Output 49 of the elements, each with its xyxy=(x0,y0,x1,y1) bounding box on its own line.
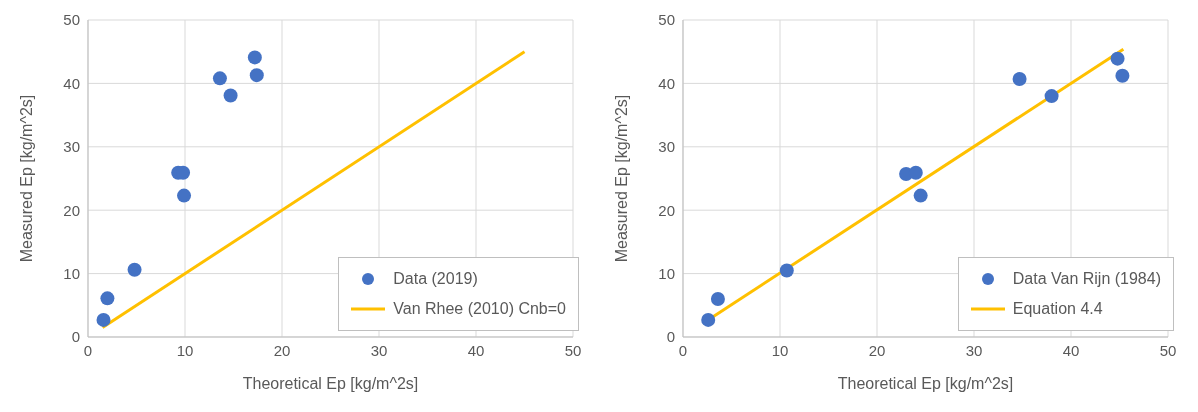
x-tick-label: 30 xyxy=(965,341,983,359)
x-tick-label: 20 xyxy=(868,341,886,359)
y-tick-label: 10 xyxy=(63,264,80,282)
x-tick-label: 50 xyxy=(564,341,582,359)
y-tick-label: 0 xyxy=(666,328,675,346)
x-tick-label: 40 xyxy=(467,341,485,359)
y-tick-label: 50 xyxy=(658,11,675,29)
y-tick-label: 50 xyxy=(63,11,80,29)
x-axis-title: Theoretical Ep [kg/m^2s] xyxy=(837,375,1014,392)
point xyxy=(1110,51,1125,66)
x-tick-label: 20 xyxy=(273,341,291,359)
x-tick-label: 10 xyxy=(176,341,194,359)
legend-label: Equation 4.4 xyxy=(1012,299,1103,319)
x-tick-label: 0 xyxy=(678,341,688,359)
point xyxy=(100,291,115,306)
point xyxy=(127,262,142,277)
point xyxy=(1012,71,1027,86)
legend-label: Van Rhee (2010) Cnb=0 xyxy=(393,299,566,319)
y-tick-label: 10 xyxy=(658,264,675,282)
point xyxy=(212,71,227,86)
y-axis-title: Measured Ep [kg/m^2s] xyxy=(612,94,630,263)
x-axis-title: Theoretical Ep [kg/m^2s] xyxy=(242,375,419,392)
point xyxy=(177,188,192,203)
point xyxy=(247,50,262,65)
y-tick-label: 30 xyxy=(63,138,80,156)
point xyxy=(223,88,238,103)
point xyxy=(779,263,794,278)
x-tick-label: 30 xyxy=(370,341,388,359)
point xyxy=(908,165,923,180)
x-tick-label: 50 xyxy=(1159,341,1177,359)
point xyxy=(96,312,111,327)
point xyxy=(701,312,716,327)
legend-label: Data Van Rijn (1984) xyxy=(1012,269,1161,289)
point xyxy=(1115,68,1130,83)
x-tick-label: 0 xyxy=(83,341,93,359)
y-tick-label: 30 xyxy=(658,138,675,156)
y-axis-title: Measured Ep [kg/m^2s] xyxy=(17,94,35,263)
point xyxy=(710,291,725,306)
x-tick-label: 40 xyxy=(1062,341,1080,359)
legend-label: Data (2019) xyxy=(393,269,478,289)
y-tick-label: 20 xyxy=(658,201,675,219)
y-tick-label: 0 xyxy=(71,328,80,346)
point xyxy=(1044,89,1059,104)
x-tick-label: 10 xyxy=(771,341,789,359)
y-tick-label: 40 xyxy=(63,74,80,92)
y-tick-label: 40 xyxy=(658,74,675,92)
y-tick-label: 20 xyxy=(63,201,80,219)
point xyxy=(913,188,928,203)
point xyxy=(249,68,264,83)
